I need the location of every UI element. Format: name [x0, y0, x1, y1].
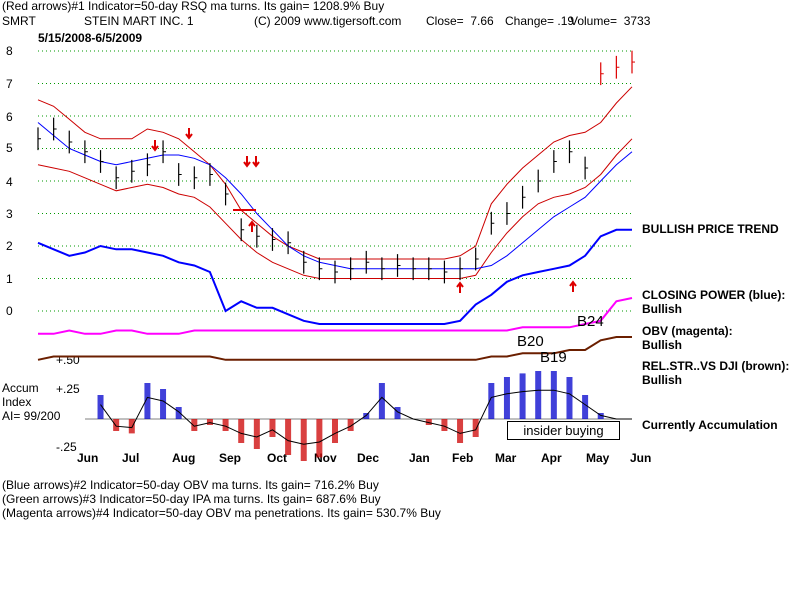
accum-bar	[441, 419, 448, 431]
x-tick-label: Jul	[122, 451, 140, 465]
y-tick-label: 5	[6, 141, 13, 155]
accum-bar	[206, 419, 213, 425]
accum-bar	[347, 419, 354, 431]
date-range: 5/15/2008-6/5/2009	[38, 31, 143, 45]
signal-arrow	[456, 281, 464, 293]
moving-average-line	[37, 122, 633, 270]
copyright: (C) 2009 www.tigersoft.com	[254, 14, 402, 28]
accum-bar	[566, 377, 573, 419]
closing-power-line	[37, 228, 632, 325]
accum-bar	[488, 383, 495, 419]
accum-label: Accum	[2, 381, 39, 395]
b20-marker: B20	[517, 333, 544, 350]
relstr-label: REL.STR..VS DJI (brown):	[642, 359, 790, 373]
footer-indicator-3: (Green arrows)#3 Indicator=50-day IPA ma…	[2, 492, 381, 506]
accum-bar	[191, 419, 198, 431]
accum-bar	[550, 371, 557, 419]
bullish-price-trend: BULLISH PRICE TREND	[642, 222, 779, 236]
x-tick-label: Jun	[630, 451, 652, 465]
accum-bar	[113, 419, 120, 431]
accum-bar	[269, 419, 276, 437]
obv-state: Bullish	[642, 338, 683, 352]
close-value: Close= 7.66	[426, 14, 494, 28]
lower-band-line	[37, 138, 633, 279]
accum-ma-line	[100, 389, 632, 445]
accum-bar	[378, 383, 385, 419]
accum-bottom-tick: -.25	[56, 440, 77, 454]
relstr-line	[37, 336, 632, 361]
accum-bar	[472, 419, 479, 437]
x-tick-label: Oct	[267, 451, 288, 465]
x-tick-label: Jun	[77, 451, 99, 465]
accum-bar	[128, 419, 135, 434]
x-tick-label: Aug	[172, 451, 196, 465]
signal-arrow	[243, 156, 251, 168]
obv-line	[38, 297, 633, 335]
accum-bar	[503, 377, 510, 419]
accum-bar	[519, 373, 526, 419]
y-tick-label: 2	[6, 239, 13, 253]
accum-bar	[285, 419, 292, 455]
y-tick-label: 0	[6, 304, 13, 318]
ai-label: AI= 99/200	[2, 409, 61, 423]
accum-bar	[332, 419, 338, 443]
accum-bar	[597, 413, 604, 419]
header-indicator-1: (Red arrows)#1 Indicator=50-day RSQ ma t…	[2, 0, 385, 13]
signal-arrow	[252, 156, 260, 168]
accum-bar	[97, 395, 104, 419]
accum-bar	[425, 419, 432, 425]
company-name: STEIN MART INC. 1	[84, 14, 194, 28]
y-tick-label: 8	[6, 44, 13, 58]
accum-bar	[253, 419, 260, 449]
closing-power-label: CLOSING POWER (blue):	[642, 288, 786, 302]
accum-bar	[316, 419, 323, 458]
accum-bar	[144, 383, 151, 419]
y-tick-label: 6	[6, 110, 13, 124]
accum-bar	[222, 419, 229, 431]
y-tick-label: 3	[6, 207, 13, 221]
y-tick-label: 1	[6, 272, 13, 286]
change-value: Change= .19	[505, 14, 575, 28]
x-tick-label: Sep	[219, 451, 242, 465]
accum-state: Currently Accumulation	[642, 418, 778, 432]
accum-bar	[582, 395, 589, 419]
index-label: Index	[2, 395, 32, 409]
symbol: SMRT	[2, 14, 36, 28]
accum-bar	[238, 419, 245, 443]
accum-bar	[457, 419, 464, 443]
accum-bar	[394, 407, 401, 419]
obv-label: OBV (magenta):	[642, 324, 733, 338]
insider-buying-label: insider buying	[507, 421, 620, 440]
accum-bar	[535, 371, 542, 419]
relstr-state: Bullish	[642, 373, 683, 387]
footer-indicator-2: (Blue arrows)#2 Indicator=50-day OBV ma …	[2, 478, 379, 492]
accum-bar	[175, 407, 182, 419]
x-tick-label: Jan	[409, 451, 430, 465]
b24-marker: B24	[577, 313, 604, 330]
b19-marker: B19	[540, 349, 567, 366]
x-tick-label: Feb	[452, 451, 474, 465]
y-tick-label: 7	[6, 77, 13, 91]
x-tick-label: Dec	[357, 451, 380, 465]
signal-arrow	[248, 220, 256, 232]
volume-value: Volume= 3733	[570, 14, 651, 28]
x-tick-label: May	[586, 451, 610, 465]
signal-arrow	[569, 280, 577, 292]
accum-bar	[300, 419, 307, 461]
footer-indicator-4: (Magenta arrows)#4 Indicator=50-day OBV …	[2, 506, 441, 520]
x-tick-label: Mar	[495, 451, 517, 465]
accum-top-tick: +.25	[56, 382, 80, 396]
signal-arrow	[185, 128, 193, 140]
x-tick-label: Apr	[541, 451, 562, 465]
closing-power-state: Bullish	[642, 302, 683, 316]
signal-arrow	[151, 140, 159, 152]
y-tick-label: 4	[6, 175, 13, 189]
upper-band-line	[37, 86, 633, 260]
accum-bar	[160, 389, 167, 419]
